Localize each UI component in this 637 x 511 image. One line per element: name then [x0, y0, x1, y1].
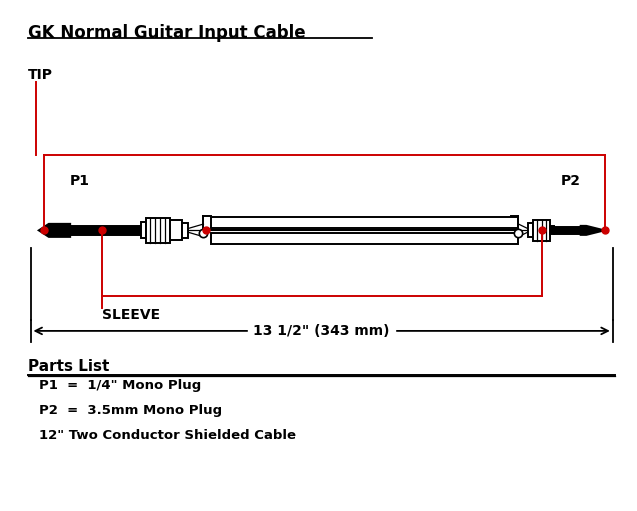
Text: Parts List: Parts List: [28, 359, 110, 374]
Bar: [182, 223, 188, 238]
Text: P2: P2: [561, 174, 580, 188]
Polygon shape: [39, 224, 70, 237]
Text: 13 1/2" (343 mm): 13 1/2" (343 mm): [254, 324, 390, 338]
Text: TIP: TIP: [28, 68, 53, 82]
Bar: [211, 217, 519, 228]
Text: SLEEVE: SLEEVE: [102, 308, 160, 322]
Bar: [146, 218, 169, 243]
Bar: [211, 233, 519, 244]
Bar: [554, 227, 581, 234]
Polygon shape: [581, 226, 605, 235]
Bar: [533, 220, 550, 241]
Text: P1  =  1/4" Mono Plug: P1 = 1/4" Mono Plug: [39, 379, 201, 391]
Text: 12" Two Conductor Shielded Cable: 12" Two Conductor Shielded Cable: [39, 429, 296, 442]
Bar: [169, 220, 182, 240]
Bar: [550, 226, 554, 235]
Bar: [70, 226, 141, 235]
Text: GK Normal Guitar Input Cable: GK Normal Guitar Input Cable: [28, 25, 306, 42]
Text: P2  =  3.5mm Mono Plug: P2 = 3.5mm Mono Plug: [39, 404, 222, 417]
Bar: [528, 223, 533, 238]
Bar: [141, 222, 146, 239]
Text: P1: P1: [70, 174, 90, 188]
